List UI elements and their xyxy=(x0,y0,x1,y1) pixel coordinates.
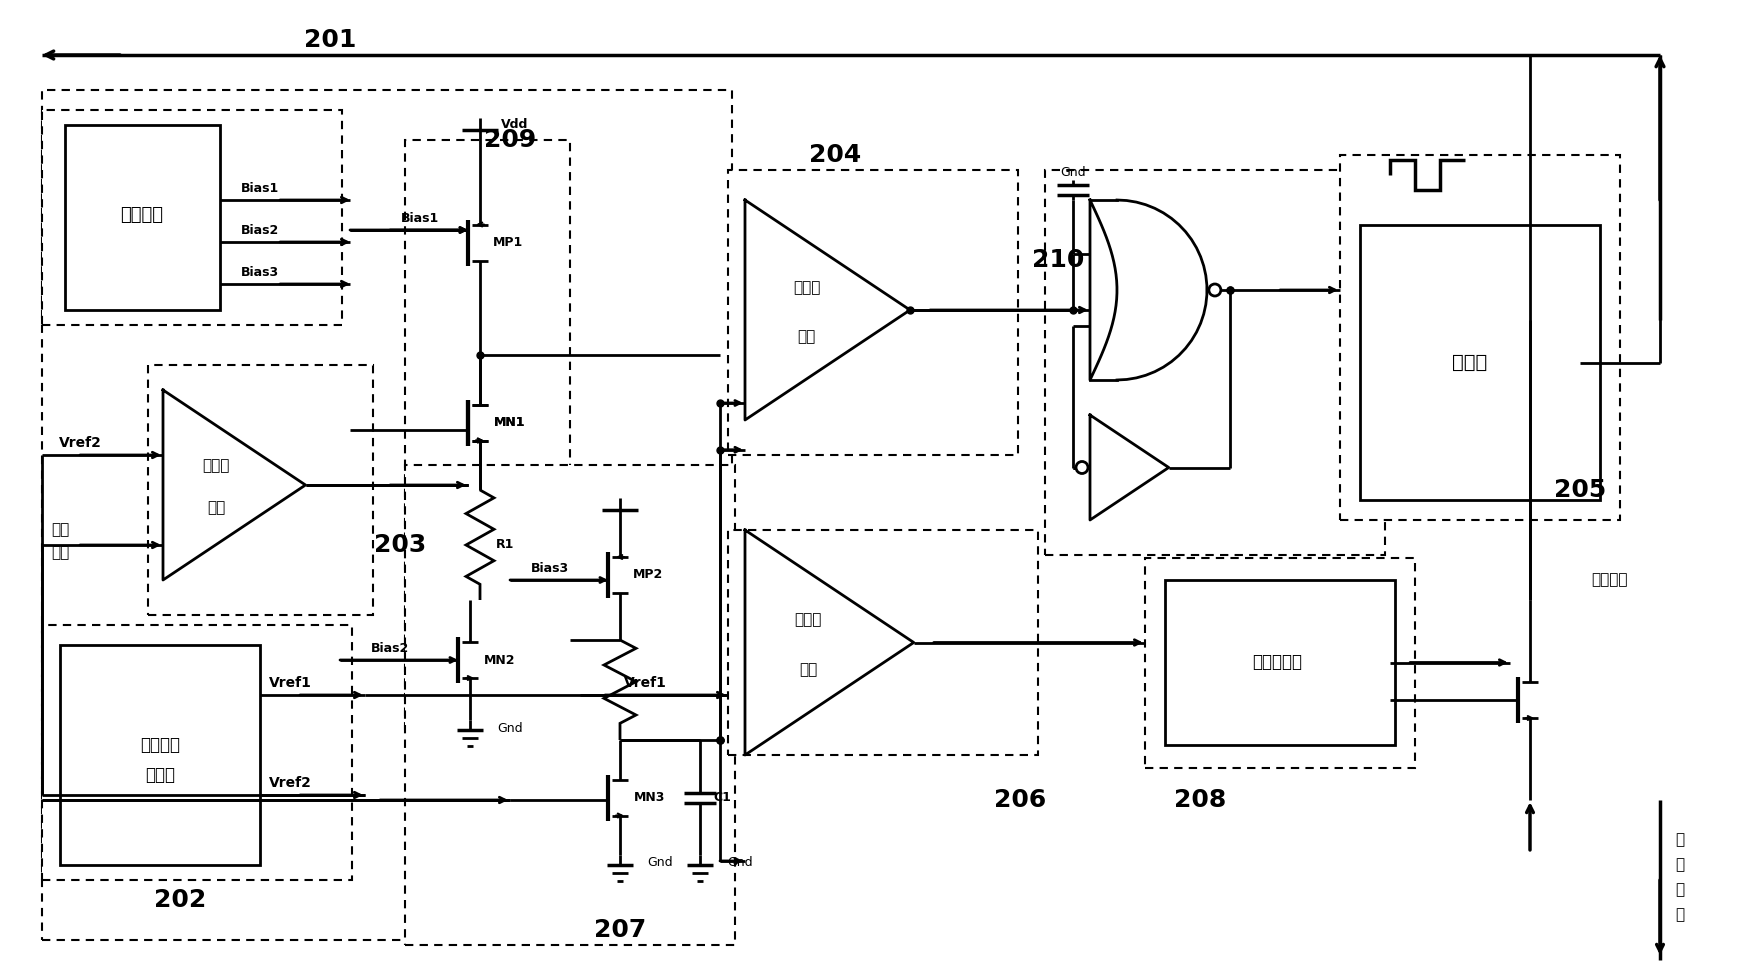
Text: 感: 感 xyxy=(1675,858,1685,872)
Text: Bias1: Bias1 xyxy=(400,211,439,225)
Polygon shape xyxy=(1090,415,1168,520)
Bar xyxy=(1165,580,1395,745)
Text: Gnd: Gnd xyxy=(728,857,752,870)
Text: MP2: MP2 xyxy=(634,569,663,581)
Text: Vref2: Vref2 xyxy=(59,436,101,450)
Text: 压: 压 xyxy=(1675,908,1685,922)
Text: 反馈: 反馈 xyxy=(50,523,70,537)
Text: Vref1: Vref1 xyxy=(623,676,667,690)
Bar xyxy=(1341,155,1619,520)
Bar xyxy=(42,625,352,880)
Text: C1: C1 xyxy=(714,791,731,804)
Text: Vref2: Vref2 xyxy=(268,776,312,790)
Text: Bias2: Bias2 xyxy=(371,642,409,655)
Text: 大器: 大器 xyxy=(207,500,225,515)
Bar xyxy=(64,125,219,310)
Text: 判决比: 判决比 xyxy=(792,280,820,295)
Text: 202: 202 xyxy=(153,888,205,912)
Text: 208: 208 xyxy=(1173,788,1226,812)
Bar xyxy=(1360,225,1600,500)
Text: 207: 207 xyxy=(594,918,646,942)
Text: Gnd: Gnd xyxy=(648,857,672,870)
Text: 209: 209 xyxy=(484,128,536,152)
Text: MN3: MN3 xyxy=(634,791,665,804)
Bar xyxy=(406,140,569,730)
Text: 带隙基准: 带隙基准 xyxy=(139,736,179,754)
Bar xyxy=(1045,170,1386,555)
Text: Bias3: Bias3 xyxy=(531,562,569,574)
Text: 206: 206 xyxy=(994,788,1046,812)
Bar xyxy=(148,365,373,615)
Text: Vref1: Vref1 xyxy=(268,676,312,690)
Polygon shape xyxy=(164,390,305,580)
Text: Bias3: Bias3 xyxy=(240,266,279,278)
Text: 振荡器: 振荡器 xyxy=(1452,353,1487,372)
Bar xyxy=(1146,558,1415,768)
Text: Gnd: Gnd xyxy=(498,721,522,735)
Text: 较器: 较器 xyxy=(797,329,817,344)
Text: MP1: MP1 xyxy=(493,236,522,249)
Text: 203: 203 xyxy=(374,533,427,557)
Text: 较器: 较器 xyxy=(799,662,817,677)
Text: MN2: MN2 xyxy=(484,654,515,666)
Text: 205: 205 xyxy=(1555,478,1607,502)
Text: MN1: MN1 xyxy=(494,416,526,429)
Text: 210: 210 xyxy=(1032,248,1085,272)
Text: Bias1: Bias1 xyxy=(240,182,279,194)
Text: Bias2: Bias2 xyxy=(240,224,279,236)
Text: 电: 电 xyxy=(1675,832,1685,847)
Text: 电压源: 电压源 xyxy=(145,766,176,784)
Text: R1: R1 xyxy=(496,538,514,551)
Text: 功率开关: 功率开关 xyxy=(1591,573,1628,587)
Bar xyxy=(728,530,1038,755)
Text: 204: 204 xyxy=(810,143,862,167)
Bar xyxy=(42,110,341,325)
Bar xyxy=(42,90,731,940)
Text: 驱动缓冲器: 驱动缓冲器 xyxy=(1252,654,1302,671)
Text: 偏置电路: 偏置电路 xyxy=(120,206,164,224)
Bar xyxy=(406,465,735,945)
Bar xyxy=(59,645,259,865)
Text: 电: 电 xyxy=(1675,882,1685,898)
Text: 201: 201 xyxy=(305,28,357,52)
Text: 电压: 电压 xyxy=(50,545,70,561)
Text: Gnd: Gnd xyxy=(1060,165,1086,179)
Text: MN1: MN1 xyxy=(494,416,526,429)
Polygon shape xyxy=(1090,200,1207,380)
Text: 误差放: 误差放 xyxy=(202,458,230,474)
Polygon shape xyxy=(745,200,911,420)
Bar xyxy=(728,170,1018,455)
Text: 控制比: 控制比 xyxy=(794,613,822,627)
Text: Vdd: Vdd xyxy=(501,118,529,132)
Polygon shape xyxy=(745,530,914,755)
